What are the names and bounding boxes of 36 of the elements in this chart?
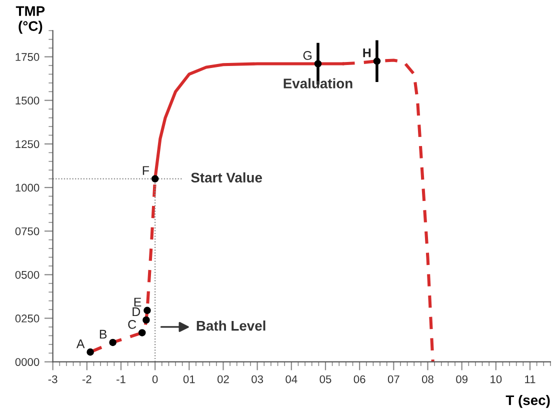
x-tick-label: 11 bbox=[525, 375, 536, 384]
annotation: H bbox=[363, 48, 371, 58]
annotation: C bbox=[128, 320, 136, 329]
x-tick-label: 02 bbox=[217, 375, 229, 384]
annotation: A bbox=[76, 339, 85, 348]
y-axis-title: TMP (°C) bbox=[16, 6, 45, 34]
annotation: D bbox=[132, 307, 140, 316]
x-tick-label: 03 bbox=[252, 375, 264, 384]
x-tick-label: 06 bbox=[354, 375, 366, 384]
annotation: F bbox=[142, 166, 150, 175]
x-tick-label: 08 bbox=[422, 375, 434, 384]
x-tick-label: 05 bbox=[320, 375, 332, 384]
annotation: Start Value bbox=[191, 172, 262, 183]
x-tick-label: 04 bbox=[286, 375, 298, 384]
x-tick-label: 09 bbox=[456, 375, 468, 384]
y-tick-label: 1750 bbox=[16, 53, 40, 61]
y-tick-label: 1250 bbox=[16, 140, 40, 148]
x-tick-label: -2 bbox=[82, 375, 92, 384]
x-tick-label: -3 bbox=[48, 375, 58, 384]
y-tick-label: 1500 bbox=[16, 96, 40, 104]
x-tick-label: -1 bbox=[116, 375, 126, 384]
annotation: Bath Level bbox=[196, 320, 266, 331]
y-tick-label: 0000 bbox=[15, 358, 40, 366]
y-tick-label: 0250 bbox=[15, 314, 40, 322]
x-axis-title: T (sec) bbox=[506, 394, 550, 408]
y-tick-label: 0500 bbox=[15, 270, 40, 279]
annotation: G bbox=[303, 51, 312, 60]
annotation: E bbox=[134, 298, 142, 306]
y-tick-label: 1000 bbox=[16, 184, 40, 192]
y-tick-label: 0750 bbox=[15, 227, 40, 236]
annotation: B bbox=[100, 330, 107, 339]
x-tick-label: 10 bbox=[490, 375, 502, 384]
annotation: Evaluation bbox=[284, 78, 352, 88]
x-tick-label: 0 bbox=[152, 375, 158, 384]
x-tick-label: 01 bbox=[183, 375, 195, 384]
x-tick-label: 07 bbox=[388, 375, 400, 384]
